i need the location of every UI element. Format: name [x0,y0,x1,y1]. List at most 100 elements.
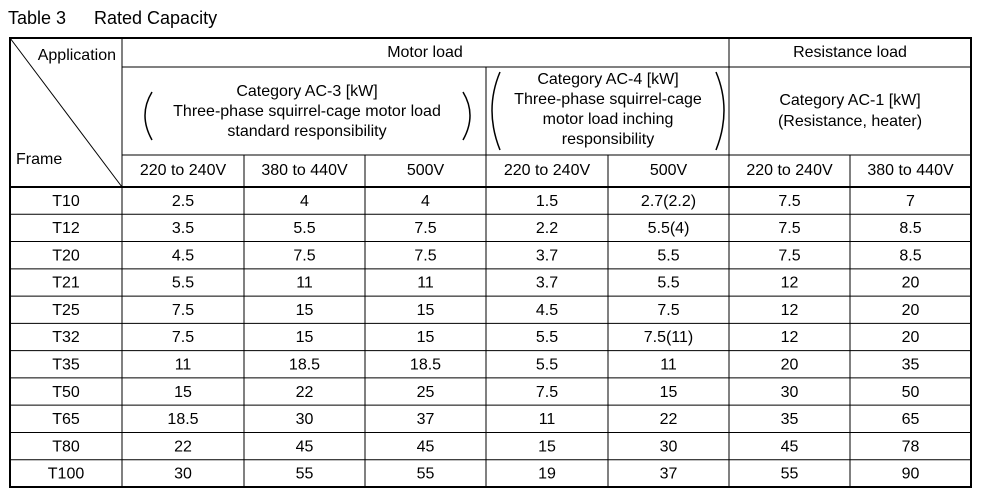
value-cell: 45 [417,438,435,455]
value-cell: 7.5 [778,220,800,237]
value-cell: 25 [417,384,435,401]
voltage-header: 380 to 440V [867,162,954,179]
value-cell: 11 [660,356,677,373]
group-header: Resistance load [793,44,907,61]
value-cell: 8.5 [899,247,921,264]
value-cell: 7.5 [778,247,800,264]
value-cell: 4 [421,193,430,210]
caption-title: Rated Capacity [94,8,217,28]
category-line: (Resistance, heater) [778,113,922,130]
value-cell: 18.5 [410,356,441,373]
value-cell: 15 [174,384,192,401]
value-cell: 55 [417,466,435,483]
value-cell: 30 [781,384,799,401]
value-cell: 3.7 [536,275,558,292]
category-title: Category AC-1 [kW] [779,92,920,109]
value-cell: 11 [417,275,434,292]
voltage-header: 220 to 240V [504,162,591,179]
voltage-header: 220 to 240V [746,162,833,179]
value-cell: 37 [660,466,678,483]
value-cell: 4.5 [172,247,194,264]
value-cell: 20 [902,329,920,346]
value-cell: 7.5 [293,247,315,264]
value-cell: 20 [781,356,799,373]
value-cell: 3.7 [536,247,558,264]
value-cell: 4 [300,193,309,210]
frame-cell: T65 [52,411,80,428]
category-title: Category AC-4 [kW] [537,71,678,88]
value-cell: 11 [296,275,313,292]
category-line: responsibility [562,131,654,148]
frame-cell: T12 [52,220,80,237]
bracket [462,91,471,141]
value-cell: 20 [902,302,920,319]
voltage-header: 500V [650,162,688,179]
value-cell: 5.5 [657,275,679,292]
voltage-header: 220 to 240V [140,162,227,179]
value-cell: 78 [902,438,920,455]
value-cell: 35 [902,356,920,373]
value-cell: 15 [296,302,314,319]
value-cell: 5.5 [293,220,315,237]
value-cell: 7.5 [778,193,800,210]
frame-cell: T35 [52,356,80,373]
value-cell: 5.5 [536,329,558,346]
value-cell: 18.5 [167,411,198,428]
value-cell: 2.2 [536,220,558,237]
category-line: motor load inching [543,111,674,128]
value-cell: 45 [296,438,314,455]
value-cell: 55 [296,466,314,483]
value-cell: 20 [902,275,920,292]
bracket [715,71,725,151]
value-cell: 90 [902,466,920,483]
value-cell: 22 [660,411,678,428]
frame-cell: T20 [52,247,80,264]
value-cell: 8.5 [899,220,921,237]
value-cell: 2.7(2.2) [641,193,696,210]
voltage-header: 380 to 440V [261,162,348,179]
group-header: Motor load [387,44,463,61]
value-cell: 15 [417,302,435,319]
value-cell: 15 [417,329,435,346]
value-cell: 4.5 [536,302,558,319]
value-cell: 5.5 [657,247,679,264]
value-cell: 7 [906,193,915,210]
frame-cell: T50 [52,384,80,401]
frame-cell: T10 [52,193,80,210]
corner-diagonal [9,37,123,188]
corner-bottom: Frame [16,151,62,168]
value-cell: 15 [538,438,556,455]
value-cell: 7.5 [172,302,194,319]
value-cell: 12 [781,302,799,319]
value-cell: 2.5 [172,193,194,210]
value-cell: 18.5 [289,356,320,373]
value-cell: 35 [781,411,799,428]
value-cell: 30 [174,466,192,483]
frame-cell: T21 [52,275,80,292]
frame-cell: T32 [52,329,80,346]
value-cell: 5.5 [172,275,194,292]
value-cell: 11 [175,356,192,373]
value-cell: 5.5 [536,356,558,373]
value-cell: 11 [539,411,556,428]
value-cell: 65 [902,411,920,428]
value-cell: 30 [296,411,314,428]
caption-number: Table 3 [8,8,66,28]
bracket [491,71,501,151]
value-cell: 7.5 [657,302,679,319]
value-cell: 7.5 [414,247,436,264]
value-cell: 12 [781,275,799,292]
value-cell: 12 [781,329,799,346]
value-cell: 7.5 [172,329,194,346]
value-cell: 50 [902,384,920,401]
value-cell: 15 [660,384,678,401]
value-cell: 22 [296,384,314,401]
value-cell: 5.5(4) [648,220,690,237]
value-cell: 7.5 [414,220,436,237]
category-title: Category AC-3 [kW] [236,83,377,100]
value-cell: 7.5(11) [644,329,694,346]
value-cell: 30 [660,438,678,455]
value-cell: 55 [781,466,799,483]
value-cell: 7.5 [536,384,558,401]
